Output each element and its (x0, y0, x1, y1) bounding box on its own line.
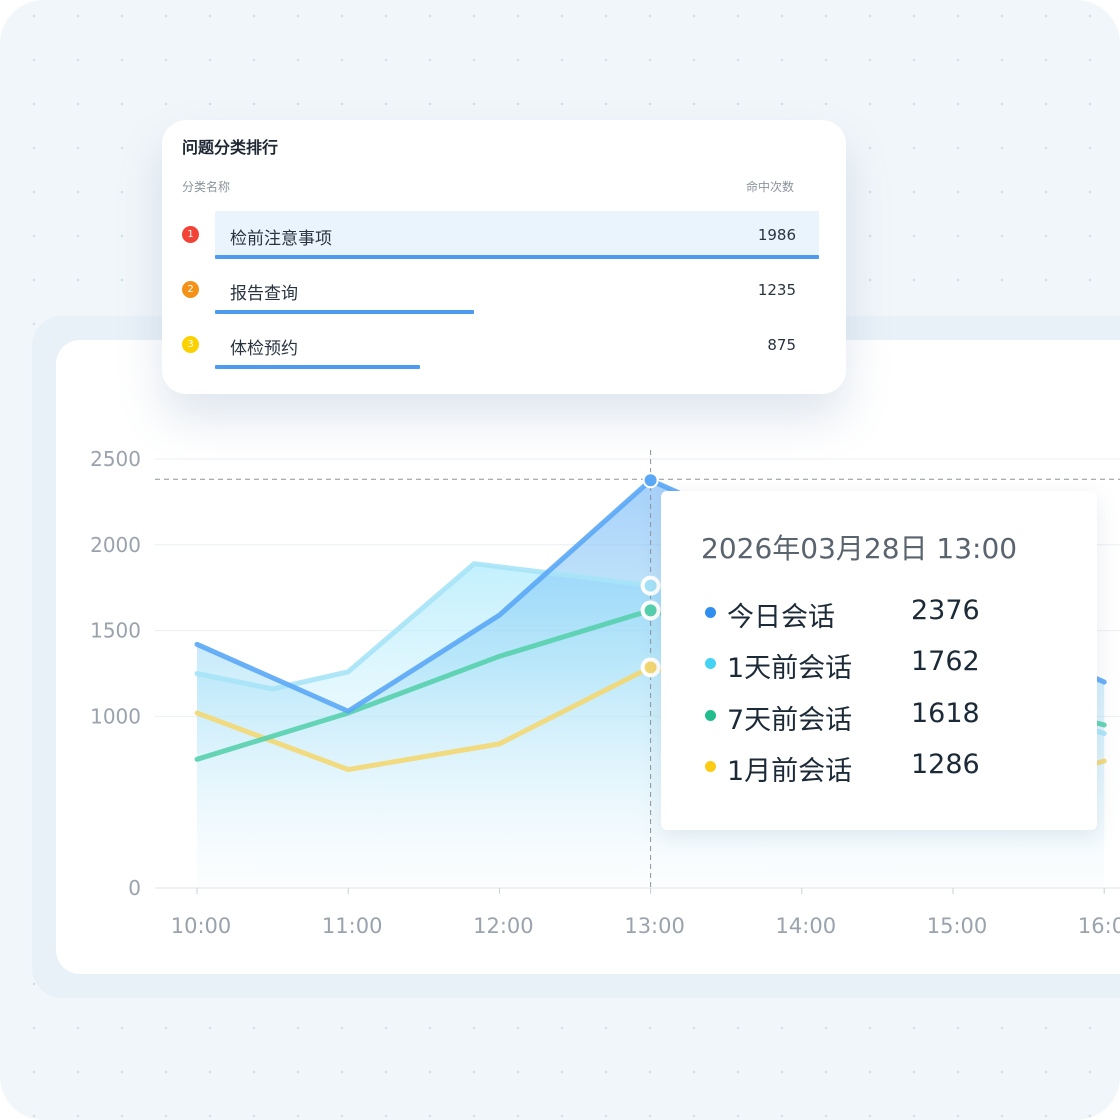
chart-markers (640, 472, 661, 678)
category-name: 报告查询 (230, 284, 298, 304)
ranking-row-3[interactable]: 3 体检预约 875 (162, 321, 846, 369)
category-ranking-card: 问题分类排行 分类名称 命中次数 1 检前注意事项 1986 2 报告查询 12… (162, 120, 846, 394)
x-tick-label: 14:00 (776, 914, 837, 938)
x-tick-label: 13:00 (624, 914, 685, 938)
chart-tooltip: 2026年03月28日 13:00 今日会话 2376 1天前会话 1762 7… (661, 491, 1097, 830)
y-tick-label: 2000 (90, 533, 141, 557)
ranking-row-2[interactable]: 2 报告查询 1235 (162, 266, 846, 314)
rank-badge: 1 (182, 226, 199, 243)
y-axis-ticks: 0 1000 1500 2000 2500 (90, 447, 141, 900)
column-header-count: 命中次数 (745, 180, 794, 194)
series-dot-icon (705, 761, 716, 772)
tooltip-title: 2026年03月28日 13:00 (701, 532, 1018, 565)
series-label: 1天前会话 (727, 653, 853, 684)
ranking-title: 问题分类排行 (182, 138, 279, 157)
series-value: 1618 (911, 698, 980, 729)
series-value: 1762 (911, 646, 980, 677)
x-axis-ticks: 10:00 11:00 12:00 13:00 14:00 15:00 16:00 (171, 888, 1120, 938)
tooltip-row-7day: 7天前会话 1618 (701, 696, 1061, 736)
x-tick-label: 15:00 (927, 914, 988, 938)
y-tick-label: 0 (128, 876, 141, 900)
x-tick-label: 10:00 (171, 914, 232, 938)
series-dot-icon (705, 658, 716, 669)
series-label: 7天前会话 (727, 705, 853, 736)
y-tick-label: 1500 (90, 619, 141, 643)
y-tick-label: 2500 (90, 447, 141, 471)
row-highlight (215, 211, 819, 257)
category-name: 体检预约 (230, 339, 298, 359)
category-name: 检前注意事项 (230, 229, 332, 249)
series-label: 今日会话 (727, 602, 835, 633)
x-tick-label: 11:00 (322, 914, 383, 938)
tooltip-row-1day: 1天前会话 1762 (701, 644, 1061, 684)
x-tick-label: 12:00 (473, 914, 534, 938)
hit-count: 1235 (757, 281, 796, 299)
data-point-marker-dot (644, 579, 657, 592)
series-dot-icon (705, 607, 716, 618)
rank-badge: 3 (182, 336, 199, 353)
data-point-marker-dot (644, 661, 657, 674)
data-point-marker-dot (644, 604, 657, 617)
column-header-name: 分类名称 (182, 180, 231, 194)
x-tick-label: 16:00 (1078, 914, 1120, 938)
series-label: 1月前会话 (727, 756, 853, 787)
hit-count: 875 (767, 336, 796, 354)
y-tick-label: 1000 (90, 704, 141, 728)
tooltip-row-today: 今日会话 2376 (701, 593, 1061, 633)
tooltip-row-1month: 1月前会话 1286 (701, 747, 1061, 787)
data-point-marker-dot (644, 474, 657, 487)
hit-count: 1986 (757, 226, 796, 244)
hit-count-bar (215, 365, 420, 369)
hit-count-bar (215, 310, 474, 314)
rank-badge: 2 (182, 281, 199, 298)
hit-count-bar (215, 255, 819, 259)
series-value: 1286 (911, 749, 980, 780)
series-value: 2376 (911, 595, 980, 626)
ranking-row-1[interactable]: 1 检前注意事项 1986 (162, 211, 846, 259)
series-dot-icon (705, 710, 716, 721)
